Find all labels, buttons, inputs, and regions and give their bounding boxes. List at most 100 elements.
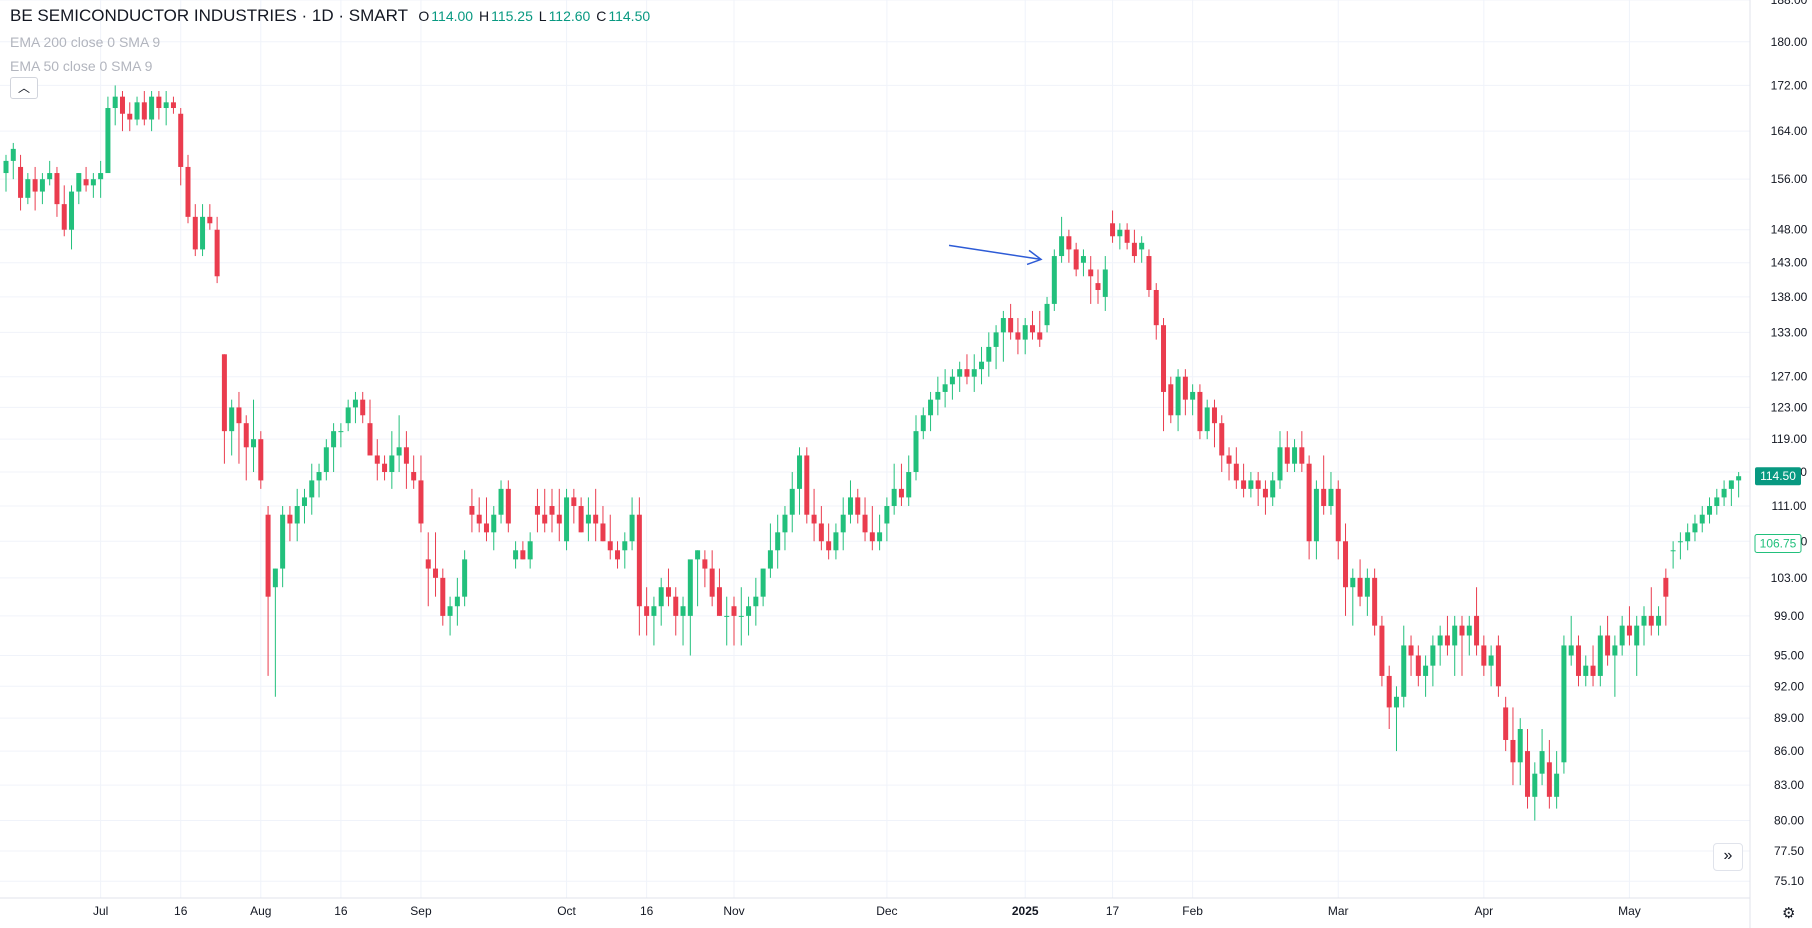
- candle-body[interactable]: [25, 179, 31, 198]
- candle-body[interactable]: [440, 577, 446, 616]
- candle-body[interactable]: [1037, 332, 1043, 340]
- candle-body[interactable]: [323, 447, 329, 473]
- indicator-ema50[interactable]: EMA 50 close 0 SMA 9: [10, 58, 153, 74]
- candle-body[interactable]: [1525, 751, 1531, 797]
- candle-body[interactable]: [826, 541, 832, 551]
- candle-body[interactable]: [382, 463, 388, 473]
- candle-body[interactable]: [483, 523, 489, 533]
- candle-body[interactable]: [1495, 645, 1501, 687]
- candle-body[interactable]: [1656, 615, 1662, 626]
- candle-body[interactable]: [1343, 541, 1349, 588]
- candle-body[interactable]: [935, 391, 941, 400]
- candle-body[interactable]: [1583, 665, 1589, 676]
- candle-body[interactable]: [1161, 325, 1167, 392]
- candle-body[interactable]: [294, 506, 300, 524]
- candle-body[interactable]: [1262, 488, 1268, 498]
- candle-body[interactable]: [753, 596, 759, 607]
- candle-body[interactable]: [1292, 447, 1298, 464]
- candle-body[interactable]: [170, 102, 176, 109]
- candle-body[interactable]: [1415, 655, 1421, 676]
- candle-body[interactable]: [1466, 625, 1472, 636]
- candle-body[interactable]: [964, 369, 970, 377]
- candle-body[interactable]: [855, 497, 861, 515]
- candle-body[interactable]: [433, 568, 439, 578]
- candle-body[interactable]: [1532, 773, 1538, 797]
- candle-body[interactable]: [1233, 463, 1239, 481]
- candle-body[interactable]: [185, 166, 191, 217]
- candle-body[interactable]: [804, 455, 810, 515]
- candle-body[interactable]: [1539, 751, 1545, 774]
- candle-body[interactable]: [1335, 488, 1341, 542]
- candle-body[interactable]: [1663, 577, 1669, 597]
- candle-body[interactable]: [542, 514, 548, 524]
- candle-body[interactable]: [367, 423, 373, 456]
- candle-body[interactable]: [411, 472, 417, 481]
- candle-body[interactable]: [1670, 550, 1676, 552]
- candle-body[interactable]: [287, 514, 293, 524]
- candle-body[interactable]: [54, 173, 60, 205]
- candle-body[interactable]: [702, 559, 708, 569]
- candle-body[interactable]: [600, 523, 606, 542]
- candle-body[interactable]: [192, 216, 198, 250]
- candle-body[interactable]: [10, 148, 16, 161]
- annotation-arrow-line[interactable]: [948, 244, 1042, 261]
- candle-body[interactable]: [447, 606, 453, 616]
- candle-body[interactable]: [1059, 236, 1065, 257]
- candle-body[interactable]: [1590, 665, 1596, 676]
- candle-body[interactable]: [1568, 645, 1574, 656]
- candle-body[interactable]: [1117, 229, 1123, 237]
- candle-body[interactable]: [1299, 447, 1305, 464]
- candle-body[interactable]: [1692, 523, 1698, 533]
- candle-body[interactable]: [585, 514, 591, 524]
- candle-body[interactable]: [1626, 625, 1632, 636]
- candle-body[interactable]: [520, 550, 526, 560]
- candle-body[interactable]: [316, 472, 322, 481]
- candle-body[interactable]: [578, 506, 584, 533]
- candle-body[interactable]: [338, 431, 344, 433]
- candle-body[interactable]: [112, 96, 118, 109]
- candle-body[interactable]: [272, 568, 278, 588]
- candle-body[interactable]: [214, 229, 220, 277]
- candle-body[interactable]: [833, 532, 839, 551]
- candle-body[interactable]: [454, 596, 460, 607]
- candle-body[interactable]: [1517, 729, 1523, 763]
- candle-body[interactable]: [1350, 577, 1356, 588]
- candle-body[interactable]: [1073, 249, 1079, 270]
- candle-body[interactable]: [738, 615, 744, 617]
- candle-body[interactable]: [1270, 480, 1276, 498]
- indicator-ema200[interactable]: EMA 200 close 0 SMA 9: [10, 34, 161, 50]
- candle-body[interactable]: [1393, 696, 1399, 708]
- candle-body[interactable]: [469, 506, 475, 515]
- candle-body[interactable]: [615, 550, 621, 560]
- candle-body[interactable]: [1306, 463, 1312, 542]
- candle-body[interactable]: [90, 179, 96, 186]
- candle-body[interactable]: [1444, 635, 1450, 646]
- candle-body[interactable]: [877, 532, 883, 542]
- candle-body[interactable]: [818, 523, 824, 542]
- candle-body[interactable]: [1284, 447, 1290, 464]
- candle-body[interactable]: [986, 346, 992, 362]
- candle-body[interactable]: [695, 550, 701, 560]
- candle-body[interactable]: [1124, 229, 1130, 243]
- candle-body[interactable]: [716, 587, 722, 616]
- candle-body[interactable]: [571, 497, 577, 507]
- candle-body[interactable]: [1000, 318, 1006, 333]
- candle-body[interactable]: [76, 173, 82, 192]
- candle-body[interactable]: [680, 606, 686, 616]
- candle-body[interactable]: [760, 568, 766, 597]
- candle-body[interactable]: [687, 559, 693, 616]
- candle-body[interactable]: [534, 506, 540, 515]
- candle-body[interactable]: [629, 514, 635, 542]
- candle-body[interactable]: [1364, 577, 1370, 597]
- candle-body[interactable]: [957, 369, 963, 377]
- candle-body[interactable]: [1131, 242, 1137, 257]
- candle-body[interactable]: [236, 407, 242, 424]
- chart-settings-button[interactable]: ⚙: [1782, 904, 1795, 922]
- candle-body[interactable]: [200, 216, 206, 250]
- candle-body[interactable]: [1357, 577, 1363, 597]
- candle-body[interactable]: [1481, 645, 1487, 666]
- candle-body[interactable]: [840, 514, 846, 533]
- candle-body[interactable]: [1561, 645, 1567, 763]
- candle-body[interactable]: [782, 514, 788, 533]
- candle-body[interactable]: [258, 439, 264, 481]
